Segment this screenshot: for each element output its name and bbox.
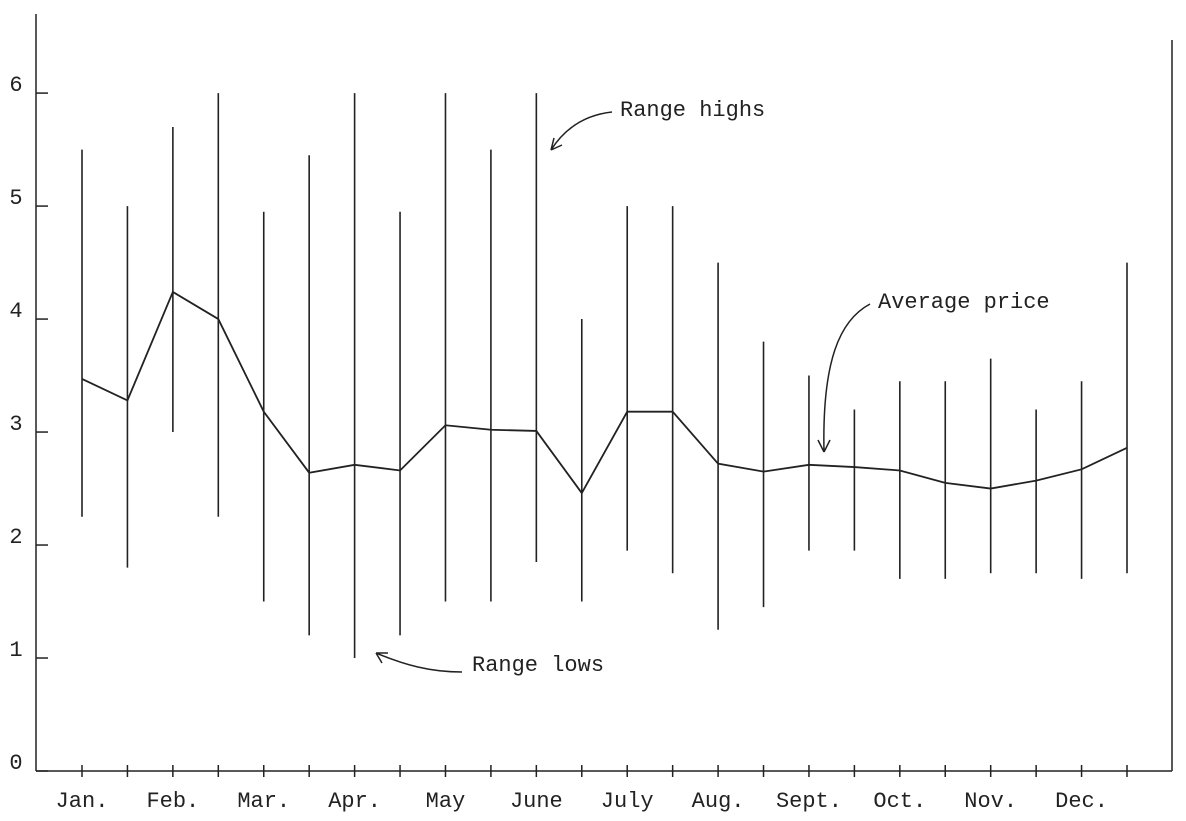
y-tick-label: 3 <box>9 412 22 437</box>
y-tick-label: 4 <box>9 299 22 324</box>
x-tick-label: Apr. <box>328 789 381 814</box>
y-tick-label: 5 <box>9 186 22 211</box>
x-tick-label: Dec. <box>1055 789 1108 814</box>
arrow <box>817 303 871 453</box>
y-tick-label: 1 <box>9 638 22 663</box>
x-tick-label: Mar. <box>237 789 290 814</box>
x-tick-label: Sept. <box>776 789 842 814</box>
annotation: Average price <box>878 290 1050 315</box>
x-tick-label: Oct. <box>873 789 926 814</box>
x-tick-label: Jan. <box>56 789 109 814</box>
y-tick-label: 2 <box>9 525 22 550</box>
annotation: Range lows <box>472 653 604 678</box>
arrow <box>375 652 463 673</box>
arrow <box>550 111 613 151</box>
y-tick-label: 6 <box>9 73 22 98</box>
x-tick-label: Feb. <box>146 789 199 814</box>
x-tick-label: Aug. <box>692 789 745 814</box>
average-line <box>81 290 1128 495</box>
x-tick-label: Nov. <box>964 789 1017 814</box>
x-tick-label: May <box>426 789 466 814</box>
x-tick-label: July <box>601 789 654 814</box>
y-tick-label: 0 <box>9 751 22 776</box>
annotation: Range highs <box>620 98 765 123</box>
x-tick-label: June <box>510 789 563 814</box>
